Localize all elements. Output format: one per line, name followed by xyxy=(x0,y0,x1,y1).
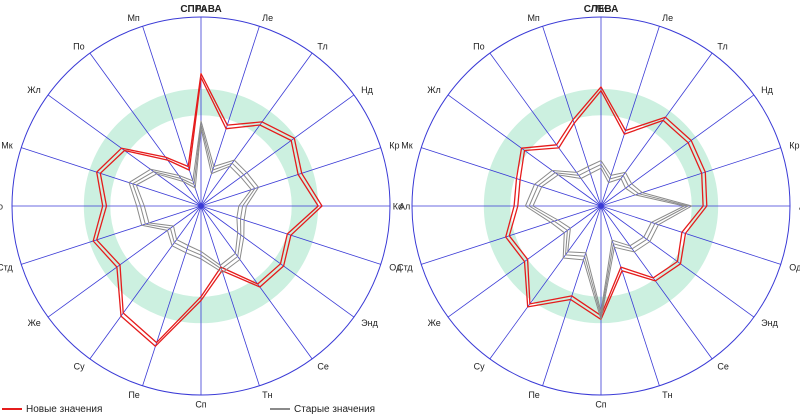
axis-label: Пе xyxy=(128,390,139,400)
axis-label: Ле xyxy=(262,13,273,23)
axis-label: Кр xyxy=(389,140,399,150)
axis-label: Стд xyxy=(397,263,413,273)
axis-label: Энд xyxy=(761,318,778,328)
axis-label: Мк xyxy=(1,140,12,150)
axis-label: Нд xyxy=(761,85,773,95)
axis-spoke xyxy=(421,205,602,265)
axis-label: Мп xyxy=(527,13,539,23)
axis-label: Нд xyxy=(361,85,373,95)
axis-spoke xyxy=(600,147,781,207)
axis-spoke xyxy=(89,52,202,207)
series-old-values xyxy=(132,124,256,270)
axis-label: Же xyxy=(28,318,41,328)
axis-label: Мк xyxy=(401,140,412,150)
axis-spoke xyxy=(89,205,202,360)
axis-spoke xyxy=(489,52,602,207)
axis-spoke xyxy=(421,147,602,207)
axis-spoke xyxy=(200,147,381,207)
axis-spoke xyxy=(600,205,781,265)
axis-label: По xyxy=(473,41,484,51)
axis-spoke xyxy=(200,26,260,207)
axis-label: Од xyxy=(389,263,402,273)
legend-old-swatch xyxy=(270,408,290,410)
axis-label: Жл xyxy=(427,85,441,95)
axis-label: Ли xyxy=(196,4,207,14)
center-point xyxy=(198,203,204,209)
axis-label: Жл xyxy=(27,85,41,95)
axis-spoke xyxy=(200,205,260,386)
center-point xyxy=(598,203,604,209)
series-new-values xyxy=(92,73,323,347)
series-new-values xyxy=(96,76,319,344)
axis-label: Стд xyxy=(0,263,13,273)
axis-label: Энд xyxy=(361,318,378,328)
axis-label: Ал xyxy=(399,202,410,212)
axis-label: Се xyxy=(717,362,729,372)
axis-label: Ко xyxy=(0,202,3,212)
axis-label: Су xyxy=(74,362,85,372)
chart-title: СПРАВА xyxy=(180,4,221,15)
series-old-values xyxy=(128,120,259,273)
axis-label: Су xyxy=(474,362,485,372)
axis-label: Тн xyxy=(262,390,272,400)
axis-spoke xyxy=(142,26,202,207)
legend-old-values: Старые значения xyxy=(270,402,375,416)
axis-label: По xyxy=(73,41,84,51)
axis-spoke xyxy=(21,205,202,265)
axis-spoke xyxy=(200,205,355,318)
legend-new-label: Новые значения xyxy=(26,403,103,415)
axis-spoke xyxy=(600,52,713,207)
axis-label: Же xyxy=(428,318,441,328)
axis-label: Ли xyxy=(596,4,607,14)
axis-label: Кр xyxy=(789,140,799,150)
axis-label: Од xyxy=(789,263,800,273)
axis-spoke xyxy=(600,205,713,360)
axis-spoke xyxy=(200,94,355,207)
legend-new-swatch xyxy=(2,408,22,410)
axis-label: Мп xyxy=(127,13,139,23)
axis-label: Сп xyxy=(195,400,206,410)
series-old-values xyxy=(524,160,693,320)
legend-new-values: Новые значения xyxy=(2,402,102,416)
chart-title: СЛЕВА xyxy=(584,4,619,15)
axis-spoke xyxy=(47,205,202,318)
axis-label: Се xyxy=(317,362,329,372)
axis-label: Ко xyxy=(393,202,403,212)
axis-spoke xyxy=(200,205,313,360)
axis-label: Тн xyxy=(662,390,672,400)
axis-label: Тл xyxy=(717,41,727,51)
axis-spoke xyxy=(489,205,602,360)
axis-label: Сп xyxy=(595,400,606,410)
axis-spoke xyxy=(542,26,602,207)
axis-spoke xyxy=(142,205,202,386)
axis-label: Тл xyxy=(317,41,327,51)
series-old-values xyxy=(528,163,689,317)
axis-spoke xyxy=(600,26,660,207)
series-old-values xyxy=(532,167,685,313)
axis-spoke xyxy=(600,205,660,386)
axis-spoke xyxy=(21,147,202,207)
axis-label: Пе xyxy=(528,390,539,400)
series-old-values xyxy=(135,128,252,266)
axis-spoke xyxy=(600,94,755,207)
axis-label: Ле xyxy=(662,13,673,23)
axis-spoke xyxy=(200,52,313,207)
legend-old-label: Старые значения xyxy=(294,403,376,415)
